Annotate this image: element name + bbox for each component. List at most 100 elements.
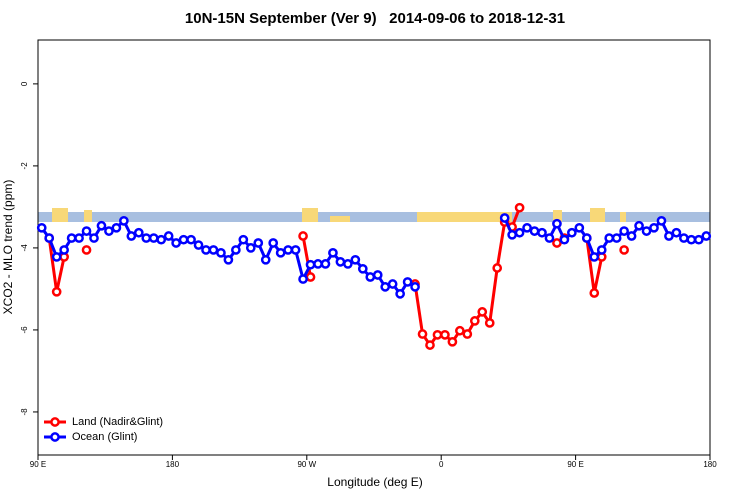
data-point [89, 233, 99, 243]
data-point [589, 288, 600, 298]
data-point [671, 227, 682, 238]
data-point [544, 233, 555, 243]
data-point [178, 234, 189, 245]
land-band [52, 208, 68, 222]
data-point [343, 259, 353, 269]
data-point [395, 288, 405, 299]
data-point [604, 233, 615, 243]
data-point [529, 226, 540, 236]
series [36, 213, 712, 299]
data-point [81, 226, 92, 236]
y-tick-label: -2 [20, 162, 29, 170]
data-point [335, 257, 346, 267]
data-point [119, 215, 129, 226]
data-point [208, 245, 219, 255]
data-point [350, 254, 361, 265]
data-point [305, 272, 316, 282]
data-point [231, 245, 241, 255]
data-point [320, 259, 331, 269]
land-mask [38, 208, 710, 222]
data-point [701, 231, 712, 241]
data-point [104, 226, 114, 236]
x-tick-label: 90 E [30, 460, 46, 469]
land-band [553, 210, 562, 222]
data-point [552, 218, 562, 229]
x-tick-label: 180 [166, 460, 180, 469]
y-tick-label: -6 [20, 326, 29, 334]
data-point [611, 233, 622, 243]
data-point [656, 215, 667, 226]
data-point [51, 286, 62, 297]
data-point [402, 277, 413, 287]
data-point [328, 247, 338, 258]
land-band [330, 216, 350, 222]
data-point [589, 252, 600, 262]
data-point [245, 243, 256, 253]
land-band [84, 210, 92, 222]
data-point [141, 233, 152, 243]
data-point [36, 222, 47, 233]
data-point [455, 325, 465, 336]
data-point [126, 231, 137, 241]
data-point [365, 272, 376, 282]
data-point [634, 220, 644, 231]
y-axis-label: XCO2 - MLO trend (ppm) [1, 180, 15, 315]
data-point [484, 318, 495, 328]
legend-box [40, 412, 185, 448]
data-point [59, 245, 69, 255]
land-band [620, 212, 626, 222]
data-point [567, 227, 577, 238]
data-point [186, 234, 196, 245]
data-point [372, 270, 383, 280]
data-point [298, 231, 308, 241]
legend-label: Ocean (Glint) [72, 431, 137, 443]
data-point [641, 226, 652, 236]
data-point [686, 234, 697, 245]
data-point [357, 263, 368, 274]
data-point [305, 259, 316, 270]
legend-marker [50, 417, 60, 427]
data-point [619, 226, 629, 236]
data-point [462, 329, 473, 339]
data-point [619, 245, 629, 255]
data-point [313, 259, 323, 269]
x-tick-label: 180 [703, 460, 717, 469]
data-point [581, 233, 592, 243]
data-point [626, 231, 637, 241]
data-point [253, 238, 264, 248]
data-point [664, 231, 674, 241]
data-point [522, 222, 532, 233]
data-point [66, 233, 77, 243]
x-axis-label: Longitude (deg E) [327, 475, 422, 489]
data-point [193, 240, 204, 250]
legend-label: Land (Nadir&Glint) [72, 416, 163, 428]
land-band [417, 212, 512, 222]
data-point [223, 254, 234, 265]
data-point [51, 252, 62, 262]
data-point [574, 222, 585, 233]
data-point [260, 254, 271, 265]
x-tick-label: 0 [439, 460, 444, 469]
data-point [298, 274, 308, 284]
data-point [552, 238, 562, 248]
data-point [133, 227, 144, 238]
data-point [171, 238, 181, 248]
data-point [410, 282, 420, 292]
land-band [590, 208, 605, 222]
y-tick-label: -8 [20, 408, 29, 416]
plot-frame [37, 39, 711, 456]
data-point [559, 234, 570, 245]
data-point [163, 231, 174, 241]
data-point [387, 279, 398, 289]
data-point [238, 234, 249, 245]
data-point [201, 245, 211, 255]
data-point [81, 245, 92, 255]
data-point [380, 282, 391, 292]
data-point [432, 329, 443, 340]
data-point [74, 233, 84, 243]
data-point [693, 234, 704, 245]
data-point [148, 233, 159, 243]
data-point [492, 263, 503, 273]
data-point [596, 245, 607, 255]
